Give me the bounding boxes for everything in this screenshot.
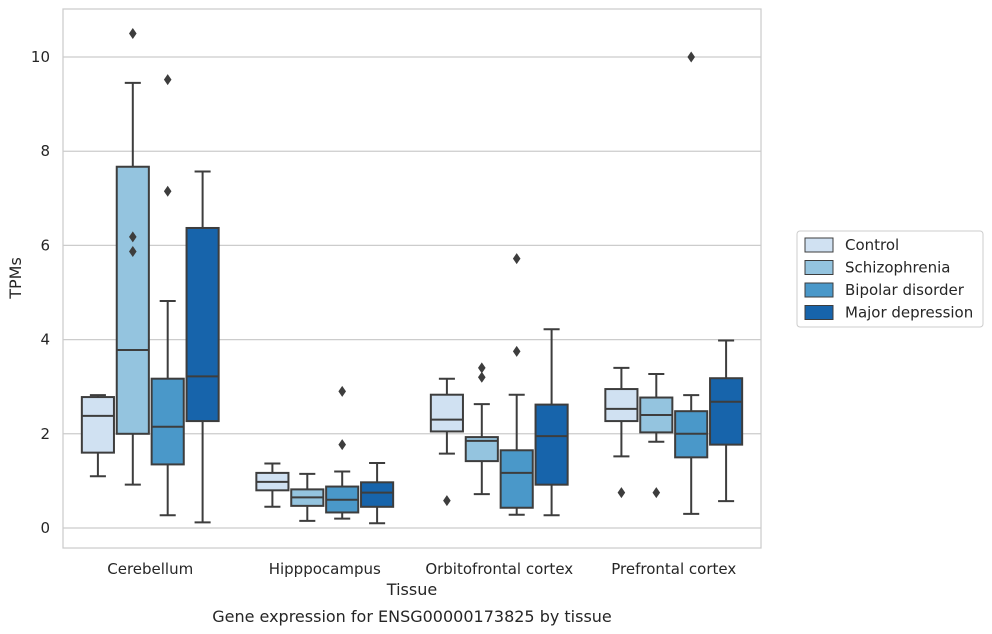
outlier-point	[163, 185, 172, 197]
outlier-point	[129, 246, 137, 258]
outlier-point	[617, 487, 626, 499]
outlier-point	[129, 27, 137, 39]
outlier-point	[478, 362, 486, 374]
outlier-point	[338, 385, 346, 397]
figure-caption: Gene expression for ENSG00000173825 by t…	[212, 607, 612, 626]
box-major-depression	[360, 462, 395, 525]
outlier-point	[338, 439, 346, 451]
legend-label: Bipolar disorder	[845, 281, 965, 299]
y-axis-ticks: 0 2 4 6 8 10	[31, 48, 50, 537]
iqr-box	[185, 226, 220, 423]
box-major-depression	[709, 339, 744, 503]
box-groups	[80, 27, 744, 525]
iqr-box	[604, 388, 639, 423]
box-control	[604, 366, 639, 499]
y-axis-label: TPMs	[6, 257, 25, 300]
x-tick-label: Cerebellum	[107, 560, 193, 578]
y-tick-label: 8	[40, 142, 50, 160]
box-control	[429, 377, 464, 507]
plot-frame	[62, 8, 762, 549]
box-control	[80, 394, 115, 478]
iqr-box	[150, 377, 185, 466]
legend-swatch	[804, 237, 834, 253]
box-bipolar-disorder	[150, 74, 185, 517]
iqr-box	[360, 481, 395, 508]
outlier-point	[163, 74, 172, 86]
legend: Control Schizophrenia Bipolar disorder Majo…	[796, 230, 984, 328]
outlier-point	[687, 51, 695, 63]
box-control	[255, 462, 290, 508]
y-tick-label: 0	[40, 519, 50, 537]
iqr-box	[429, 393, 464, 433]
legend-swatch	[804, 260, 834, 275]
outlier-point	[129, 231, 137, 243]
x-axis-ticks: Cerebellum Hipppocampus Orbitofrontal cort…	[107, 560, 736, 578]
iqr-box	[80, 396, 115, 454]
outlier-point	[652, 487, 661, 499]
outlier-point	[512, 253, 521, 265]
legend-label: Control	[845, 236, 899, 254]
y-tick-label: 10	[31, 48, 50, 66]
iqr-box	[534, 403, 569, 486]
box-schizophrenia	[115, 27, 150, 486]
x-axis-label: Tissue	[386, 580, 437, 599]
box-schizophrenia	[464, 362, 499, 496]
y-tick-label: 4	[40, 331, 50, 349]
box-bipolar-disorder	[674, 51, 709, 515]
legend-label: Schizophrenia	[845, 259, 950, 277]
legend-frame	[796, 230, 984, 328]
box-bipolar-disorder	[325, 385, 360, 520]
x-tick-label: Hipppocampus	[269, 560, 381, 578]
iqr-box	[115, 165, 150, 435]
box-schizophrenia	[290, 472, 325, 522]
y-tick-label: 2	[40, 425, 50, 443]
box-bipolar-disorder	[499, 253, 534, 516]
box-schizophrenia	[639, 372, 674, 499]
outlier-point	[512, 345, 521, 357]
legend-swatch	[804, 305, 834, 320]
legend-label: Major depression	[845, 304, 973, 322]
iqr-box	[499, 449, 534, 509]
x-tick-label: Prefrontal cortex	[611, 560, 736, 578]
x-tick-label: Orbitofrontal cortex	[425, 560, 573, 578]
box-major-depression	[534, 328, 569, 517]
legend-swatch	[804, 282, 834, 298]
box-major-depression	[185, 170, 220, 524]
iqr-box	[709, 377, 744, 446]
outlier-point	[478, 371, 486, 383]
y-tick-label: 6	[40, 236, 50, 254]
outlier-point	[443, 495, 451, 507]
